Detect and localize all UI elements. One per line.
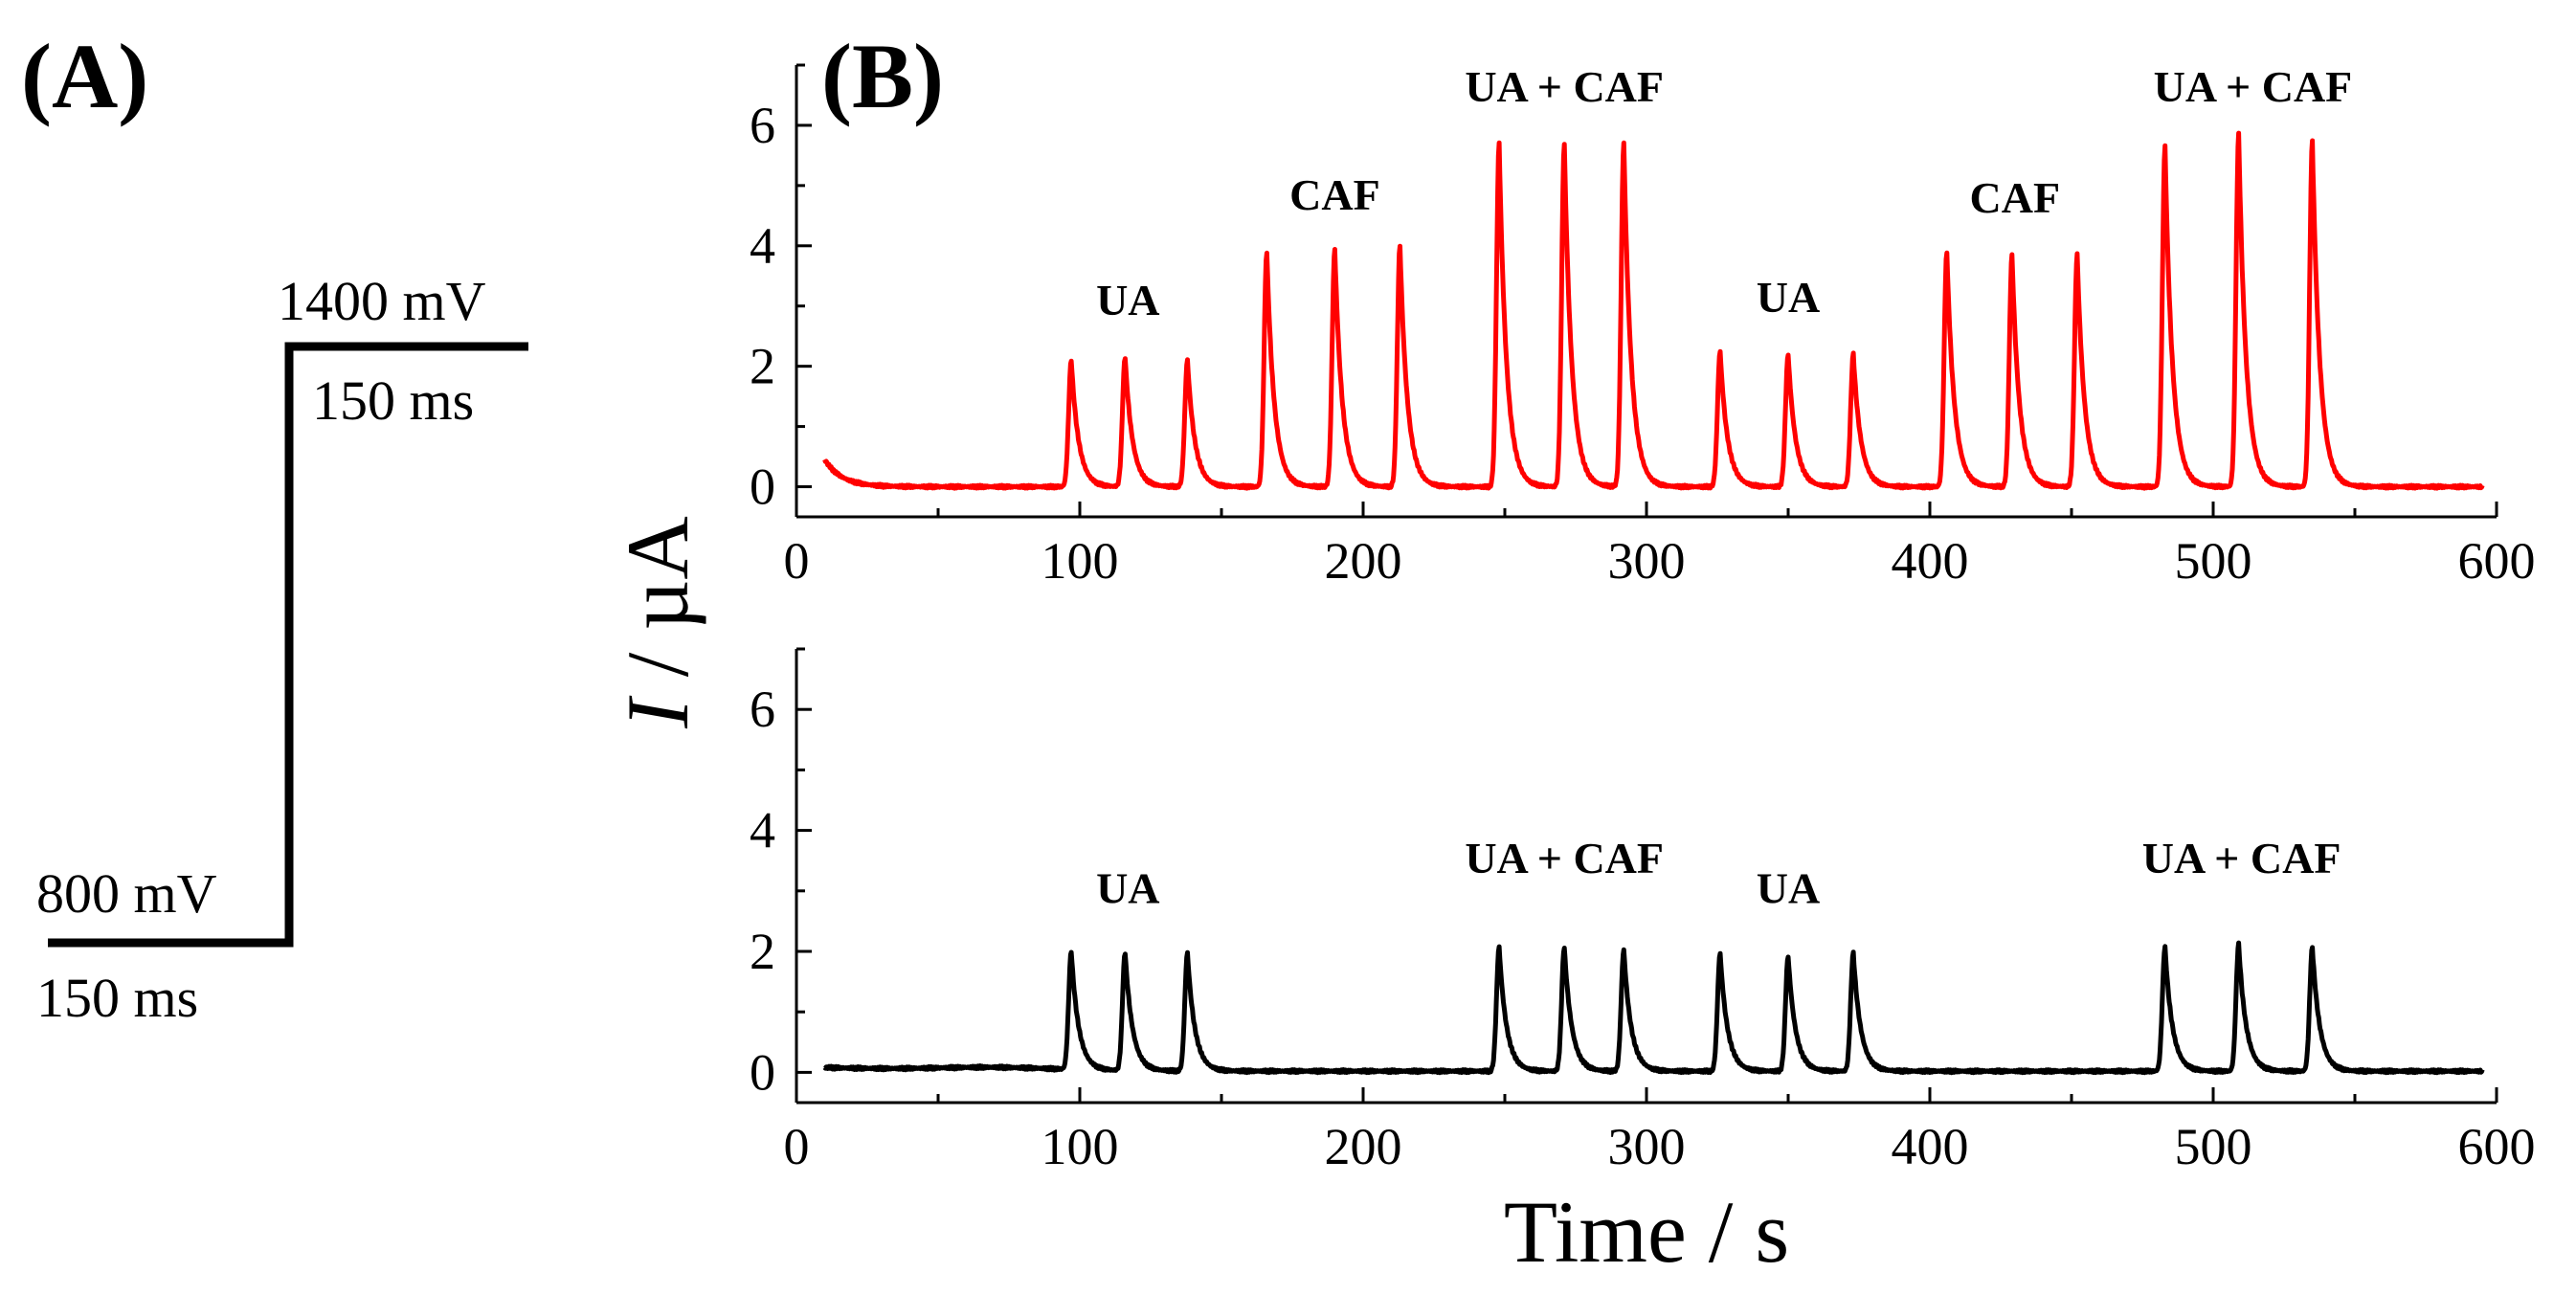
- peak-annotation: UA + CAF: [1465, 834, 1664, 882]
- x-tick-label: 0: [784, 532, 810, 590]
- y-axis-title: I / µA: [609, 516, 706, 729]
- x-tick-label: 200: [1325, 532, 1402, 590]
- bottom-annotations: UA UA + CAF UA UA + CAF: [1096, 834, 2341, 913]
- peak-annotation: UA: [1096, 863, 1159, 912]
- x-tick-label: 100: [1042, 1118, 1119, 1175]
- y-tick-label: 4: [750, 217, 775, 275]
- low-potential-label: 800 mV: [36, 862, 217, 925]
- top-y-axis: [795, 63, 812, 517]
- x-tick-label: 500: [2175, 1118, 2252, 1175]
- y-tick-label: 2: [750, 923, 775, 980]
- top-annotations: UA CAF UA + CAF UA CAF UA + CAF: [1096, 62, 2352, 324]
- peak-annotation: UA: [1757, 273, 1820, 322]
- potential-step-waveform: [48, 342, 528, 948]
- y-tick-label: 2: [750, 338, 775, 395]
- x-tick-label: 400: [1892, 532, 1969, 590]
- panel-a: (A) 1400 mV 150 ms 800 mV 150 ms: [21, 25, 528, 1029]
- peak-annotation: CAF: [1289, 170, 1380, 219]
- x-tick-label: 400: [1892, 1118, 1969, 1175]
- peak-annotation: UA + CAF: [2154, 62, 2353, 111]
- y-axis-title-italic: I: [609, 695, 706, 729]
- x-tick-label: 300: [1608, 1118, 1686, 1175]
- bottom-x-axis: [795, 1087, 2498, 1105]
- bottom-y-tick-labels: 0 2 4 6: [750, 681, 775, 1101]
- peak-annotation: CAF: [1970, 173, 2061, 222]
- x-tick-label: 0: [784, 1118, 810, 1175]
- y-tick-label: 6: [750, 681, 775, 738]
- low-duration-label: 150 ms: [36, 967, 198, 1029]
- high-duration-label: 150 ms: [312, 369, 474, 432]
- x-tick-label: 600: [2458, 532, 2536, 590]
- y-tick-label: 0: [750, 1043, 775, 1101]
- peak-annotation: UA + CAF: [1465, 62, 1664, 111]
- panel-a-label: (A): [21, 25, 148, 127]
- top-x-tick-labels: 0 100 200 300 400 500 600: [784, 532, 2536, 590]
- panel-b-label: (B): [821, 25, 944, 127]
- x-tick-label: 200: [1325, 1118, 1402, 1175]
- x-tick-label: 500: [2175, 532, 2252, 590]
- x-tick-label: 300: [1608, 532, 1686, 590]
- bottom-black-trace: [822, 940, 2485, 1076]
- top-red-trace: [822, 130, 2485, 491]
- y-tick-label: 4: [750, 802, 775, 860]
- x-tick-label: 100: [1042, 532, 1119, 590]
- bottom-x-tick-labels: 0 100 200 300 400 500 600: [784, 1118, 2536, 1175]
- y-axis-title-unit: / µA: [609, 516, 706, 699]
- y-tick-label: 6: [750, 97, 775, 154]
- y-tick-label: 0: [750, 458, 775, 516]
- x-axis-title: Time / s: [1504, 1183, 1789, 1281]
- x-tick-label: 600: [2458, 1118, 2536, 1175]
- high-potential-label: 1400 mV: [278, 270, 486, 332]
- peak-annotation: UA: [1096, 276, 1159, 324]
- top-y-tick-labels: 0 2 4 6: [750, 97, 775, 516]
- peak-annotation: UA + CAF: [2142, 834, 2341, 882]
- bottom-y-axis: [795, 647, 812, 1103]
- top-x-axis: [795, 502, 2498, 519]
- peak-annotation: UA: [1757, 863, 1820, 912]
